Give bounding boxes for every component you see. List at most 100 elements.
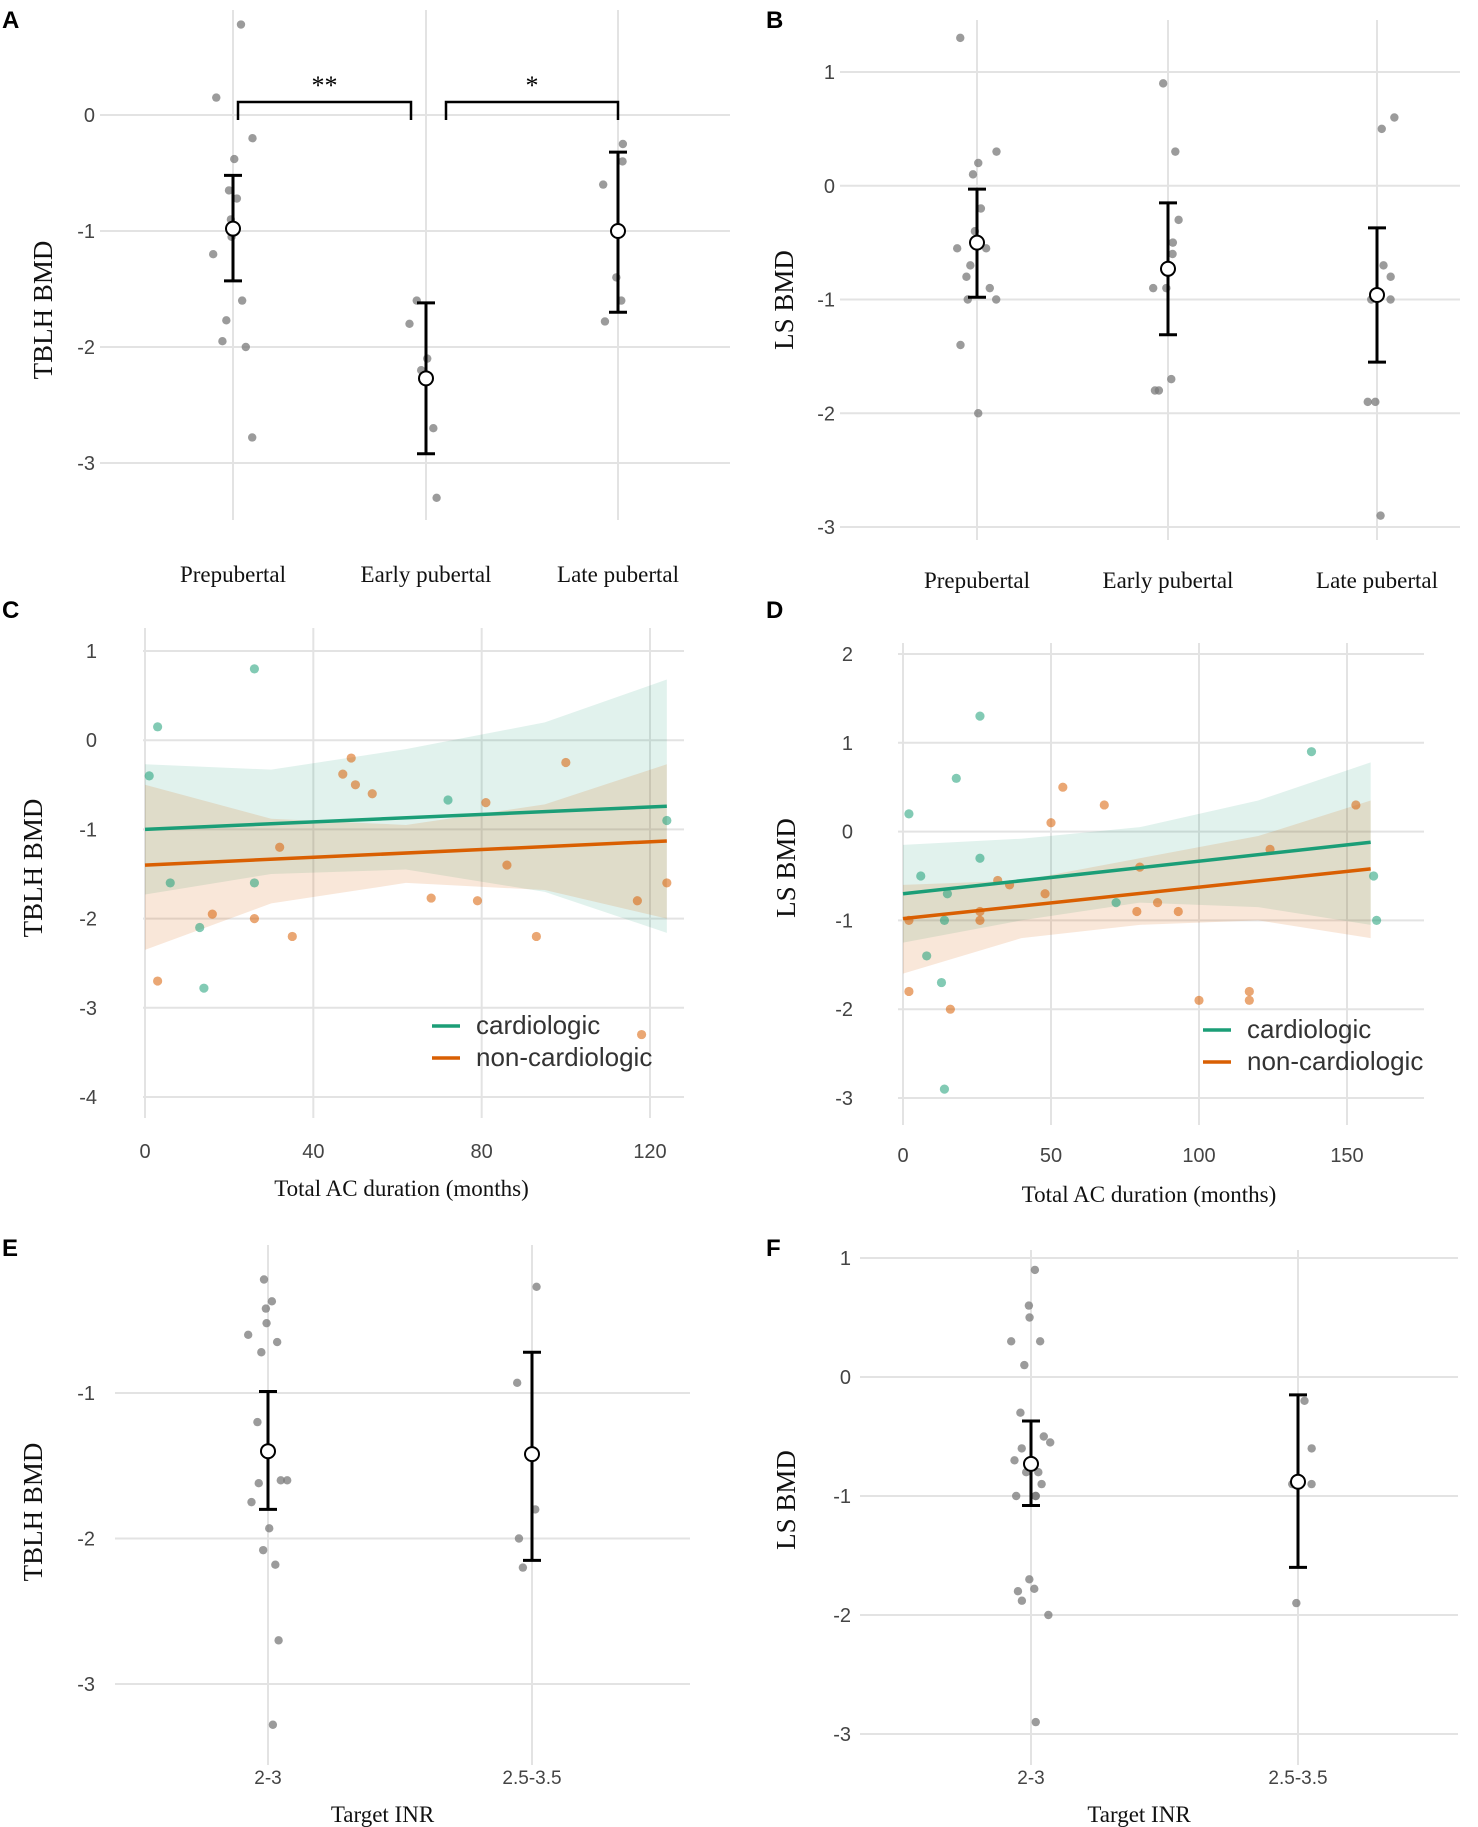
data-point (1006, 1337, 1016, 1346)
y-tick-label: -3 (835, 1088, 853, 1110)
y-tick-label: 1 (86, 641, 97, 663)
data-point (230, 154, 239, 164)
data-point (259, 1275, 269, 1284)
x-category-label: Early pubertal (1103, 568, 1234, 593)
x-category-label: Late pubertal (1316, 568, 1438, 593)
x-tick-label: 0 (897, 1145, 908, 1167)
data-point-non-cardiologic (1244, 986, 1254, 997)
data-point (248, 134, 257, 143)
panel-letter-f: F (766, 1235, 781, 1262)
data-point-non-cardiologic (1046, 818, 1056, 828)
data-point-non-cardiologic (531, 931, 541, 942)
significance-label: ** (312, 71, 338, 100)
panel-letter-a: A (2, 7, 19, 34)
mean-marker (524, 1446, 540, 1463)
panel-d: D 2 1 0 -1 -2 -3 0 50 100 150 LS BMD Total AC durati… (766, 597, 1424, 1207)
legend-label-cardiologic: cardiologic (476, 1010, 600, 1040)
y-tick-label: 1 (824, 62, 835, 84)
data-point (1031, 1491, 1040, 1501)
x-axis-label: Target INR (331, 1802, 435, 1827)
panel-letter-d: D (766, 597, 783, 624)
data-point (1020, 1360, 1029, 1370)
data-point-non-cardiologic (350, 780, 361, 790)
data-point (1168, 249, 1177, 259)
data-point (258, 1545, 268, 1555)
fit-line-non-cardiologic (144, 839, 667, 867)
data-point-cardiologic (939, 915, 950, 926)
data-point (1148, 283, 1158, 293)
data-point (1307, 1479, 1316, 1489)
data-point-non-cardiologic (1132, 906, 1142, 917)
data-point (968, 170, 978, 179)
y-tick-label: -1 (817, 290, 835, 312)
x-axis-label: Total AC duration (months) (1022, 1182, 1277, 1207)
data-point-non-cardiologic (1173, 906, 1183, 917)
x-axis-label: Total AC duration (months) (274, 1176, 529, 1201)
data-point-non-cardiologic (1058, 782, 1068, 792)
data-point-non-cardiologic (502, 860, 512, 870)
x-category-label: Early pubertal (361, 562, 492, 587)
data-point-non-cardiologic (275, 842, 285, 852)
data-point (265, 1524, 274, 1533)
data-point (283, 1476, 292, 1485)
panel-b: B 1 0 -1 -2 -3 Prepubertal Early pubertal Late p… (766, 7, 1460, 593)
data-point (1046, 1438, 1055, 1447)
y-axis-label: LS BMD (769, 250, 799, 350)
data-point-non-cardiologic (472, 896, 483, 906)
y-tick-label: 1 (840, 1248, 851, 1270)
data-point (268, 1720, 278, 1729)
data-point (1010, 1456, 1019, 1465)
data-point (956, 33, 965, 43)
legend-label-non-cardiologic: non-cardiologic (1247, 1046, 1423, 1076)
data-point-cardiologic (662, 815, 672, 826)
data-point-cardiologic (1111, 898, 1121, 908)
data-point-non-cardiologic (1244, 995, 1254, 1005)
x-category-label: 2-3 (254, 1768, 281, 1789)
panel-f: F 1 0 -1 -2 -3 2-3 2.5-3.5 LS BMD Target INR (766, 1235, 1458, 1827)
confidence-band-non-cardiologic (903, 800, 1371, 974)
data-point-non-cardiologic (1152, 898, 1163, 908)
data-point (1167, 374, 1176, 384)
y-tick-label: -3 (817, 517, 835, 539)
confidence-band-cardiologic (145, 679, 667, 933)
data-point (262, 1318, 271, 1328)
data-point (1030, 1265, 1040, 1275)
data-point-cardiologic (443, 795, 453, 805)
data-point-cardiologic (939, 1084, 950, 1094)
mean-marker (610, 223, 626, 239)
data-point (1168, 238, 1178, 247)
data-point (1034, 1468, 1043, 1477)
y-tick-label: 0 (824, 176, 835, 198)
data-point-non-cardiologic (1099, 800, 1109, 810)
data-point (1037, 1479, 1046, 1489)
data-point (1031, 1717, 1040, 1727)
data-point (1035, 1337, 1045, 1346)
y-tick-label: 0 (84, 105, 95, 127)
data-point (1376, 511, 1385, 520)
data-point (243, 1330, 253, 1340)
y-tick-label: -2 (77, 337, 95, 359)
y-tick-label: -4 (79, 1087, 97, 1109)
data-point-non-cardiologic (346, 753, 356, 763)
panel-letter-b: B (766, 7, 783, 34)
data-point-non-cardiologic (1194, 995, 1204, 1005)
data-point (974, 409, 983, 418)
data-point (1363, 397, 1372, 407)
data-point (1386, 295, 1395, 304)
significance-bracket (236, 100, 413, 120)
x-category-label: Late pubertal (557, 562, 679, 587)
panel-a: A 0 -1 -2 -3 Prepubertal Early pubertal Late pu… (2, 7, 730, 587)
y-tick-label: -2 (79, 909, 97, 931)
data-point (253, 1417, 262, 1427)
data-point (272, 1337, 282, 1347)
data-point (1174, 215, 1183, 225)
y-tick-label: -1 (79, 819, 97, 841)
data-point-non-cardiologic (1351, 800, 1361, 810)
fit-line-non-cardiologic (902, 867, 1371, 921)
data-point-non-cardiologic (207, 909, 217, 919)
data-point (992, 147, 1001, 156)
x-tick-label: 0 (139, 1141, 150, 1163)
data-point (1154, 386, 1164, 395)
y-axis-label: LS BMD (771, 1450, 801, 1550)
y-tick-label: -3 (79, 998, 97, 1020)
